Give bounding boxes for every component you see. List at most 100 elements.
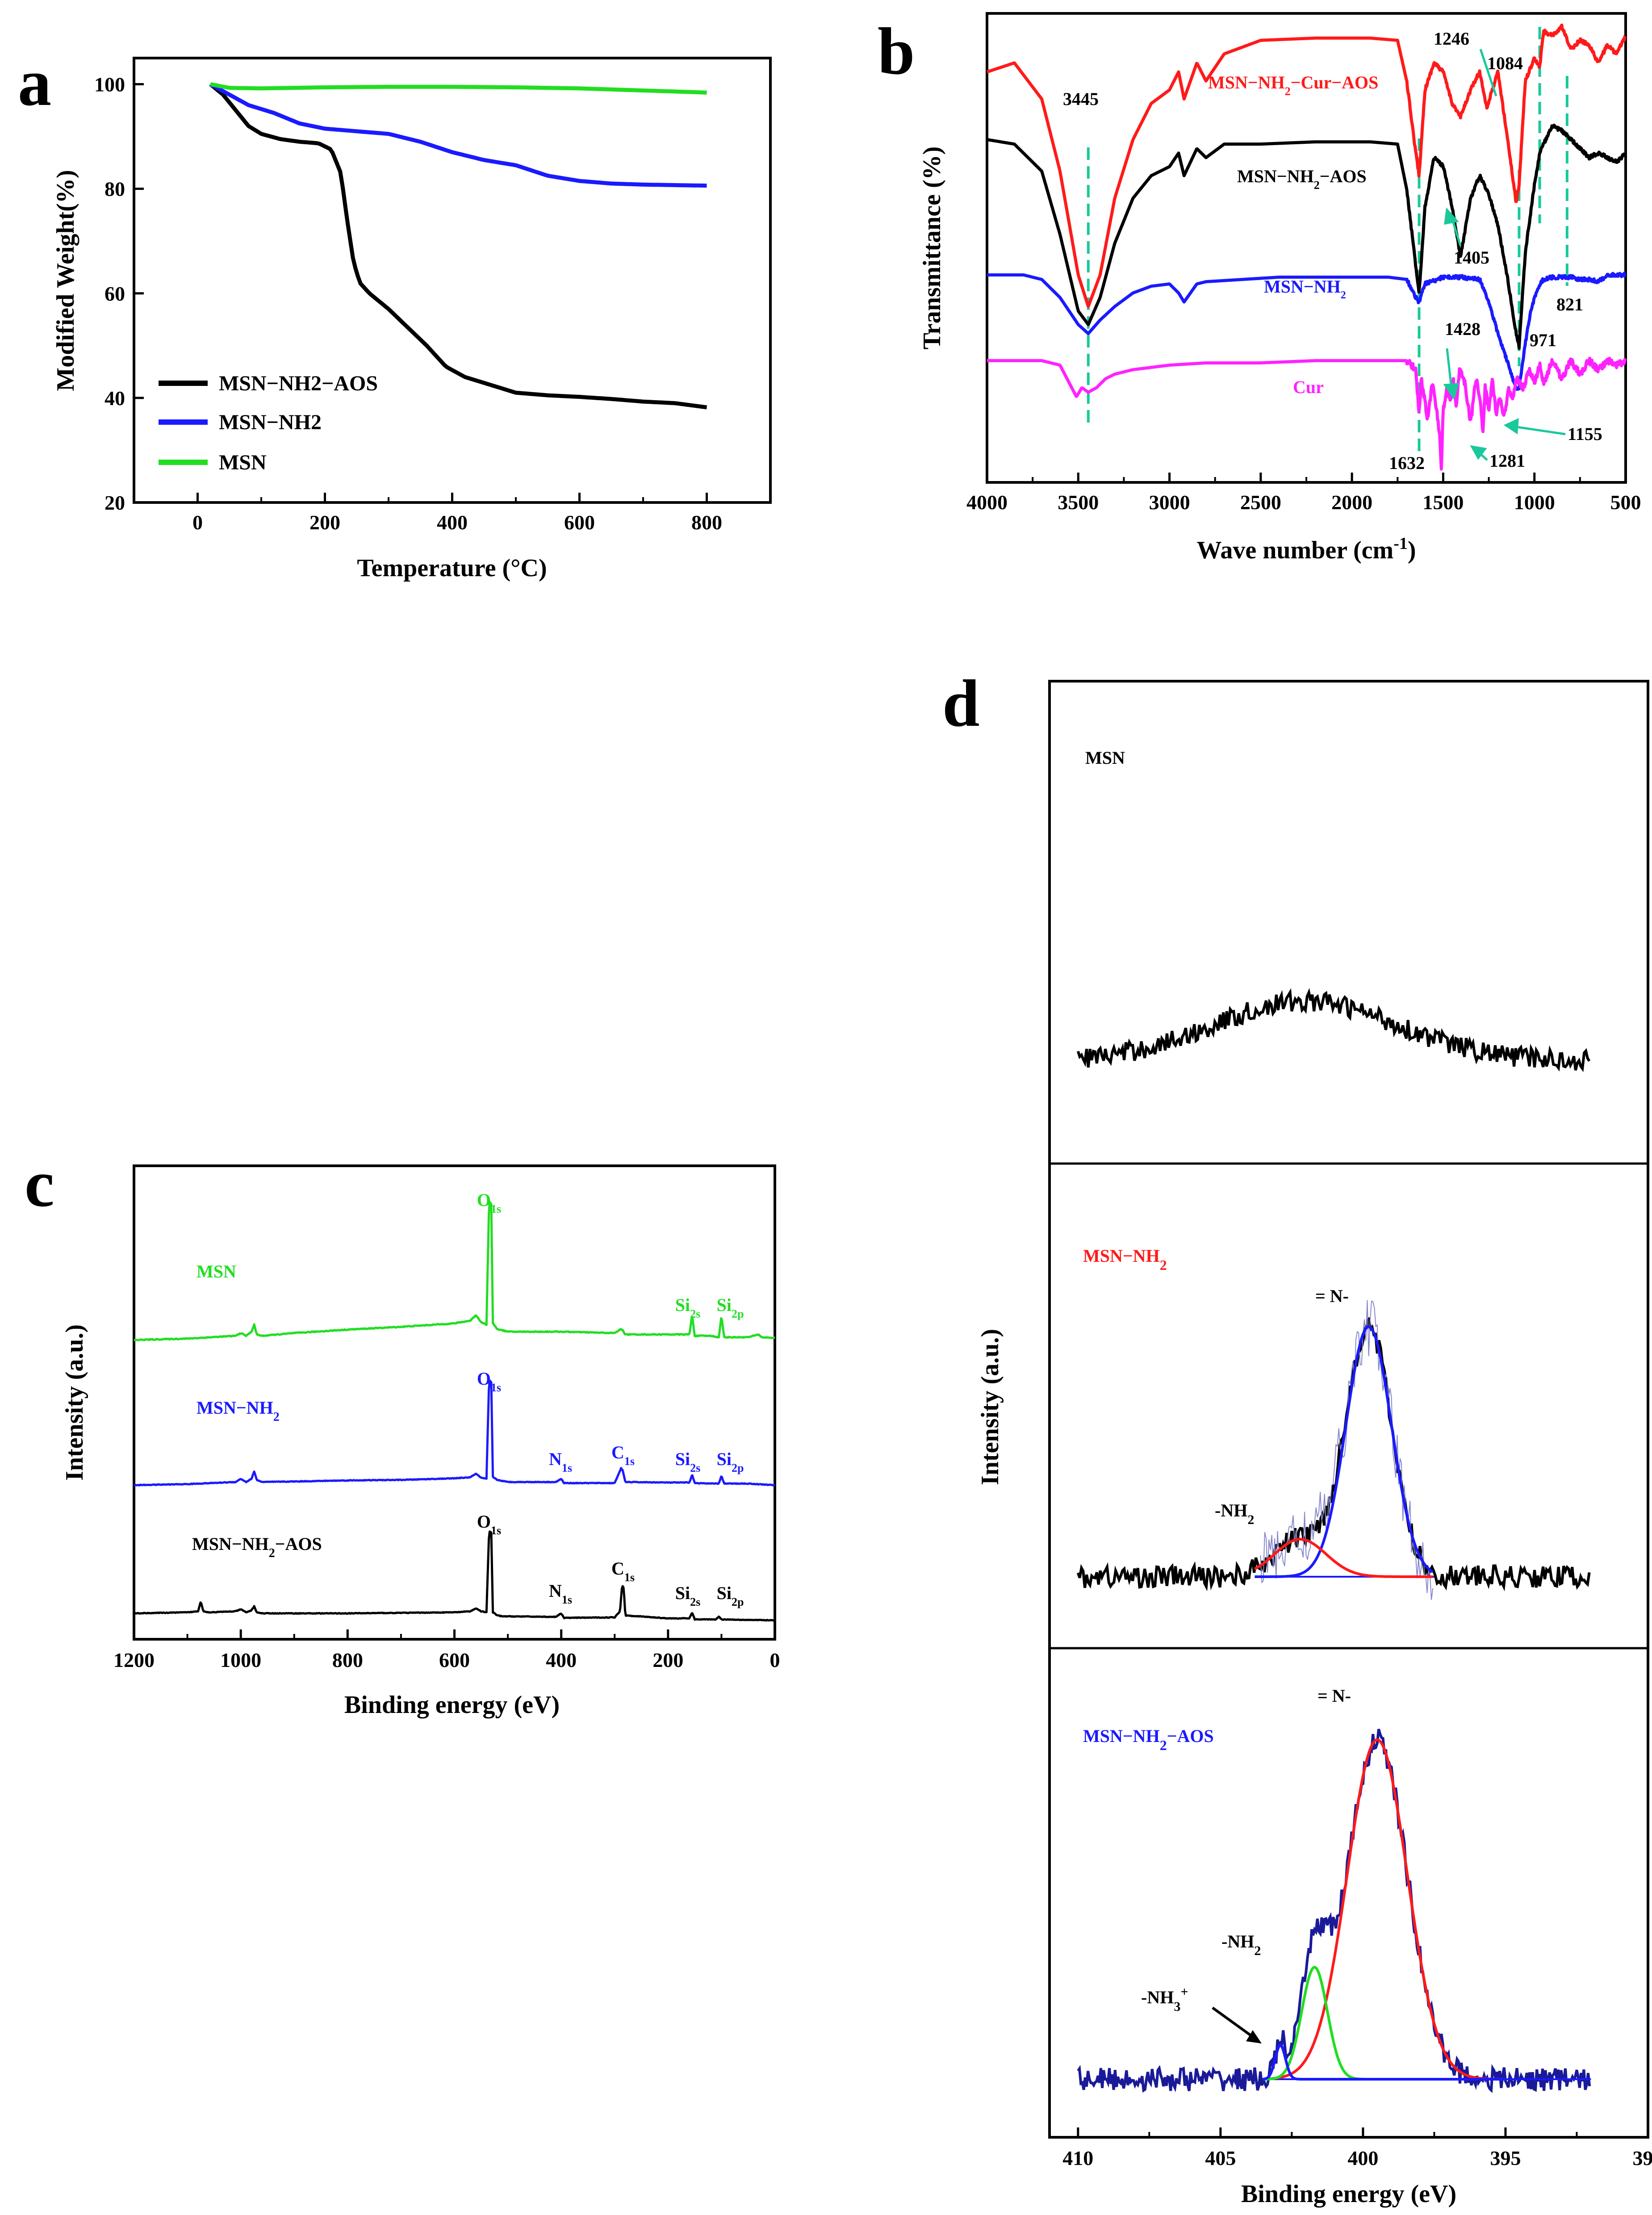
- label-cur: Cur: [1293, 377, 1324, 397]
- b-xtick-label-4: 2000: [1331, 491, 1372, 514]
- arrow-nh3: [1212, 2006, 1254, 2038]
- panel-d-ylabel: Intensity (a.u.): [976, 1329, 1004, 1485]
- peak-1155: 1155: [1568, 424, 1602, 444]
- c-peak-label-4: N1s: [549, 1449, 572, 1474]
- panel-d-frame: [1048, 680, 1649, 2139]
- panel-d-series: [1076, 988, 1591, 2094]
- c-peak-label-6: Si2s: [675, 1449, 700, 1474]
- b-xtick-label-3: 2500: [1240, 491, 1281, 514]
- c-peak-label-10: C1s: [611, 1558, 635, 1584]
- label-d-nh2-2: -NH2: [1221, 1931, 1261, 1958]
- arrow-head-1155: [1503, 418, 1519, 435]
- a-ytick-label-1: 40: [105, 387, 125, 410]
- panel-c-ticks: 1200 1000 800 600 400 200 0: [113, 1629, 780, 1671]
- b-series-line-2: [986, 272, 1627, 391]
- b-xtick-label-1: 3500: [1058, 491, 1099, 514]
- label-c-msn: MSN: [197, 1261, 236, 1281]
- label-d-msn-nh2-aos: MSN−NH2−AOS: [1083, 1726, 1214, 1753]
- d-msn-line: [1076, 988, 1591, 1072]
- panel-d-xlabel: Binding energy (eV): [1241, 2180, 1456, 2208]
- c-peak-label-3: O1s: [477, 1369, 501, 1394]
- panel-b-guide-lines: [1087, 27, 1568, 451]
- d-msn-nh2-line: [1076, 1317, 1591, 1591]
- label-d-nh3: -NH3+: [1141, 1985, 1188, 2014]
- d-msn-nh2-raw: [1260, 1300, 1434, 1600]
- label-msn-nh2-aos-b: MSN−NH2−AOS: [1237, 166, 1367, 192]
- b-xtick-label-6: 1000: [1514, 491, 1555, 514]
- c-peak-label-11: Si2s: [675, 1583, 700, 1608]
- b-xtick-label-5: 1500: [1422, 491, 1464, 514]
- b-xtick-label-2: 3000: [1149, 491, 1190, 514]
- b-xtick-label-0: 4000: [966, 491, 1008, 514]
- label-d-eq-n-1: = N-: [1315, 1286, 1349, 1306]
- panel-a-xlabel: Temperature (°C): [357, 554, 547, 582]
- arrow-head-1281: [1470, 445, 1487, 460]
- panel-letter-a: a: [18, 46, 51, 120]
- peak-821: 821: [1556, 294, 1583, 314]
- c-xtick-label-4: 400: [546, 1649, 577, 1671]
- panel-c-peak-annotations: O1s Si2s Si2p O1s N1s C1s Si2s Si2p O1s N1s C1s Si2…: [477, 1190, 744, 1608]
- a-ytick-label-4: 100: [94, 73, 125, 96]
- a-series-line-0: [209, 83, 707, 410]
- d-msn-nh2-aos-line: [1077, 1729, 1591, 2094]
- c-xtick-label-2: 800: [332, 1649, 363, 1671]
- panel-b-xlabel: Wave number (cm-1): [1196, 534, 1416, 564]
- d-xtick-label-1: 405: [1205, 2147, 1236, 2169]
- panel-letter-c: c: [25, 1147, 54, 1221]
- panel-b-ticks: 4000 3500 3000 2500 2000 1500 1000 500: [966, 473, 1641, 514]
- d-msn-nh2-component-1: [1254, 1537, 1433, 1578]
- d-msn-nh2-component-0: [1255, 1325, 1434, 1578]
- c-peak-label-12: Si2p: [717, 1583, 744, 1608]
- a-xtick-label-0: 0: [192, 511, 203, 534]
- arrow-1155: [1514, 425, 1566, 435]
- legend-label-msn-nh2: MSN−NH2: [219, 410, 322, 434]
- panel-c-xlabel: Binding energy (eV): [344, 1691, 560, 1719]
- d-xtick-label-2: 400: [1347, 2147, 1378, 2169]
- panel-c-series: [133, 1201, 775, 1622]
- d-msn-nh2-aos-component-2: [1263, 2043, 1506, 2081]
- d-xtick-label-4: 390: [1633, 2147, 1652, 2169]
- label-c-msn-nh2: MSN−NH2: [197, 1398, 280, 1424]
- label-d-msn: MSN: [1085, 748, 1125, 768]
- arrow-1246: [1479, 49, 1497, 96]
- panel-a-legend: MSN−NH2−AOS MSN−NH2 MSN: [159, 372, 378, 474]
- c-series-line-2: [133, 1530, 775, 1622]
- peak-1084: 1084: [1487, 53, 1523, 73]
- a-ytick-label-0: 20: [105, 491, 125, 514]
- c-peak-label-7: Si2p: [717, 1449, 744, 1474]
- panel-a-frame: [133, 57, 772, 504]
- label-d-nh2-1: -NH2: [1215, 1500, 1254, 1527]
- peak-1632: 1632: [1389, 453, 1425, 473]
- d-msn-nh2-aos-component-1: [1263, 1966, 1506, 2081]
- panel-letter-b: b: [878, 14, 915, 88]
- c-xtick-label-0: 1200: [113, 1649, 155, 1671]
- b-series-line-0: [986, 23, 1627, 308]
- peak-3445: 3445: [1063, 89, 1099, 109]
- panel-d-xps-n1s-chart: 410 405 400 395 390 Binding energy (eV) Inte…: [976, 680, 1652, 2208]
- b-xtick-label-7: 500: [1610, 491, 1641, 514]
- peak-1405: 1405: [1454, 247, 1489, 268]
- a-ytick-label-3: 80: [105, 178, 125, 201]
- c-xtick-label-3: 600: [439, 1649, 470, 1671]
- label-d-msn-nh2: MSN−NH2: [1083, 1246, 1167, 1273]
- label-msn-nh2-b: MSN−NH2: [1264, 276, 1346, 301]
- c-xtick-label-6: 0: [770, 1649, 780, 1671]
- a-xtick-label-3: 600: [564, 511, 595, 534]
- c-peak-label-0: O1s: [477, 1190, 501, 1215]
- panel-c-xps-survey-chart: 1200 1000 800 600 400 200 0 Binding energy (eV…: [61, 1164, 780, 1719]
- arrow-head-1428: [1443, 383, 1460, 400]
- c-peak-label-9: N1s: [549, 1581, 572, 1606]
- peak-1428: 1428: [1445, 319, 1481, 339]
- arrow-head-nh3: [1246, 2030, 1262, 2043]
- d-xtick-label-0: 410: [1062, 2147, 1093, 2169]
- panel-a-tga-chart: 0 200 400 600 800 20 40 60 80 100 Temperature (°C…: [52, 57, 772, 582]
- panel-a-series: [209, 82, 707, 410]
- panel-b-ftir-chart: 4000 3500 3000 2500 2000 1500 1000 500 Wave num…: [918, 12, 1641, 564]
- c-series-line-0: [134, 1201, 775, 1341]
- legend-label-msn-nh2-aos: MSN−NH2−AOS: [219, 372, 378, 395]
- legend-label-msn: MSN: [219, 451, 267, 474]
- peak-1246: 1246: [1434, 29, 1469, 49]
- panel-d-ticks: 410 405 400 395 390: [1062, 2127, 1652, 2169]
